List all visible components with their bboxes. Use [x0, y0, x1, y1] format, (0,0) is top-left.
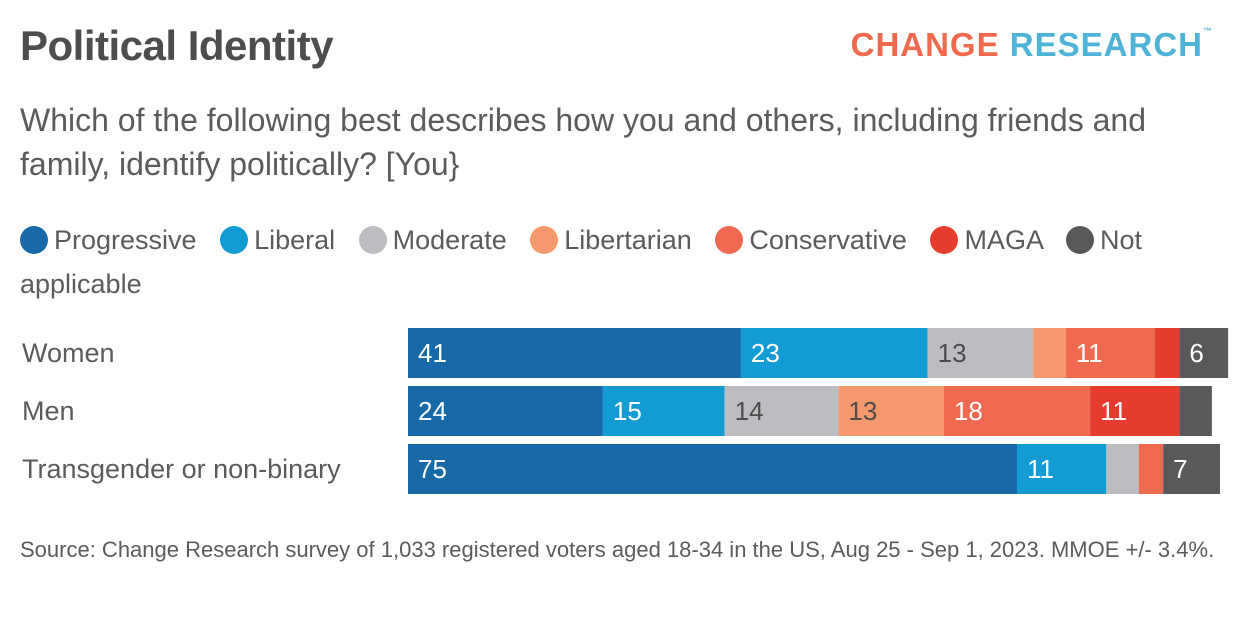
bar-segment-men-libertarian [838, 386, 944, 436]
row-label-men: Men [22, 396, 75, 426]
logo-trademark: ™ [1203, 26, 1212, 36]
legend-item-libertarian: Libertarian [530, 225, 692, 255]
bar-segment-transgender-or-non-binary-conservative [1138, 444, 1164, 494]
bar-segment-men-moderate [724, 386, 839, 436]
legend-item-progressive: Progressive [20, 225, 197, 255]
data-label-men-progressive: 24 [418, 396, 447, 426]
data-label-women-moderate: 13 [938, 338, 967, 368]
legend-label-conservative: Conservative [749, 225, 907, 255]
legend-swatch-liberal [220, 226, 249, 254]
bar-segment-transgender-or-non-binary-not-applicable [1163, 444, 1220, 494]
bar-segment-women-moderate [927, 328, 1034, 378]
data-label-men-conservative: 18 [954, 396, 983, 426]
legend-swatch-not-applicable [1065, 226, 1094, 254]
legend-label-moderate: Moderate [392, 225, 507, 255]
legend-swatch-progressive [20, 226, 48, 254]
data-label-transgender-or-non-binary-not-applicable: 7 [1173, 454, 1187, 484]
bar-segment-men-maga [1090, 386, 1180, 436]
legend-swatch-conservative [715, 226, 744, 254]
data-label-men-moderate: 14 [735, 396, 764, 426]
bar-segment-transgender-or-non-binary-moderate [1106, 444, 1139, 494]
bar-segment-women-maga [1155, 328, 1180, 378]
change-research-logo: CHANGE RESEARCH™ [851, 26, 1212, 64]
data-label-men-liberal: 15 [613, 396, 642, 426]
row-label-transgender-or-non-binary: Transgender or non-binary [22, 454, 341, 484]
bar-segment-women-progressive [408, 328, 741, 378]
bar-segment-women-liberal [740, 328, 928, 378]
legend-item-conservative: Conservative [715, 225, 907, 255]
source-footnote: Source: Change Research survey of 1,033 … [20, 537, 1215, 562]
bar-segment-transgender-or-non-binary-progressive [408, 444, 1017, 494]
bar-segment-men-liberal [602, 386, 725, 436]
data-label-transgender-or-non-binary-liberal: 11 [1027, 454, 1054, 484]
legend-item-maga: MAGA [930, 225, 1042, 255]
legend-label-not-applicable: Not applicable [20, 225, 1143, 299]
bar-segment-men-progressive [408, 386, 603, 436]
data-label-women-liberal: 23 [751, 338, 780, 368]
chart-subtitle: Which of the following best describes ho… [20, 102, 1146, 182]
legend-label-progressive: Progressive [54, 225, 197, 255]
legend-swatch-maga [930, 226, 959, 254]
legend-label-maga: MAGA [964, 225, 1043, 255]
logo-word-change: CHANGE [850, 26, 1000, 63]
legend-item-moderate: Moderate [358, 225, 507, 255]
legend-swatch-libertarian [530, 226, 559, 254]
legend-item-not-applicable: Not applicable [20, 225, 1142, 299]
bar-segment-women-not-applicable [1179, 328, 1229, 378]
legend-swatch-moderate [358, 226, 387, 254]
legend-label-libertarian: Libertarian [564, 225, 692, 255]
data-label-men-maga: 11 [1100, 396, 1127, 426]
data-label-women-conservative: 11 [1076, 338, 1103, 368]
logo-word-research: RESEARCH [1009, 26, 1203, 63]
chart-title: Political Identity [20, 22, 334, 69]
data-label-men-libertarian: 13 [848, 396, 877, 426]
data-label-women-progressive: 41 [418, 338, 447, 368]
bar-segment-women-libertarian [1033, 328, 1066, 378]
chart-legend: Progressive Liberal Moderate Libertarian… [20, 218, 1230, 306]
legend-item-liberal: Liberal [220, 225, 335, 255]
bar-segment-men-conservative [943, 386, 1091, 436]
legend-label-liberal: Liberal [254, 225, 336, 255]
stacked-bar-chart: Women 41 23 13 11 6 Men 24 15 14 13 18 11 Transgender… [22, 328, 1229, 494]
data-label-women-not-applicable: 6 [1189, 338, 1203, 368]
bar-segment-men-not-applicable [1179, 386, 1212, 436]
row-label-women: Women [22, 338, 115, 368]
bar-segment-transgender-or-non-binary-liberal [1017, 444, 1107, 494]
bar-segment-women-conservative [1065, 328, 1156, 378]
data-label-transgender-or-non-binary-progressive: 75 [418, 454, 447, 484]
